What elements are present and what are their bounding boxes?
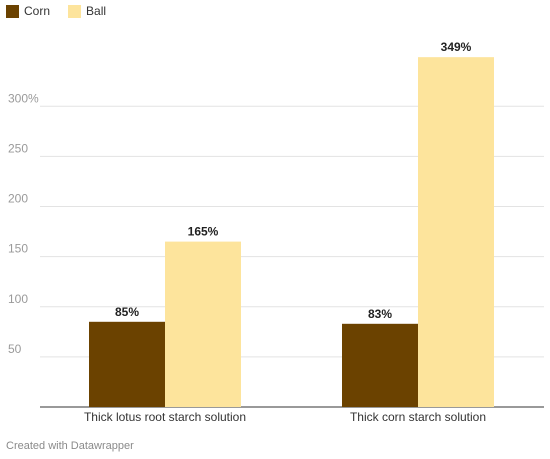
y-tick-label: 250 bbox=[8, 141, 28, 155]
legend: Corn Ball bbox=[6, 4, 106, 18]
bar-corn bbox=[342, 323, 418, 407]
data-label: 83% bbox=[368, 307, 392, 321]
y-tick-label: 200 bbox=[8, 192, 28, 206]
legend-item-ball: Ball bbox=[68, 4, 106, 18]
data-label: 349% bbox=[441, 40, 472, 54]
legend-label-ball: Ball bbox=[86, 4, 107, 18]
bar-ball bbox=[165, 241, 241, 407]
legend-label-corn: Corn bbox=[24, 4, 51, 18]
data-label: 85% bbox=[115, 305, 139, 319]
x-tick-label: Thick lotus root starch solution bbox=[84, 410, 246, 424]
data-label: 165% bbox=[188, 225, 219, 239]
legend-swatch-ball bbox=[68, 4, 82, 18]
x-tick-label: Thick corn starch solution bbox=[350, 410, 486, 424]
y-tick-label: 50 bbox=[8, 342, 22, 356]
y-tick-label: 300% bbox=[8, 91, 39, 105]
legend-swatch-corn bbox=[6, 4, 19, 18]
bar-corn bbox=[89, 321, 165, 407]
bar-ball bbox=[418, 57, 494, 407]
legend-item-corn: Corn bbox=[6, 4, 50, 18]
y-tick-label: 150 bbox=[8, 242, 28, 256]
y-tick-label: 100 bbox=[8, 292, 28, 306]
footer-credit: Created with Datawrapper bbox=[6, 440, 134, 452]
